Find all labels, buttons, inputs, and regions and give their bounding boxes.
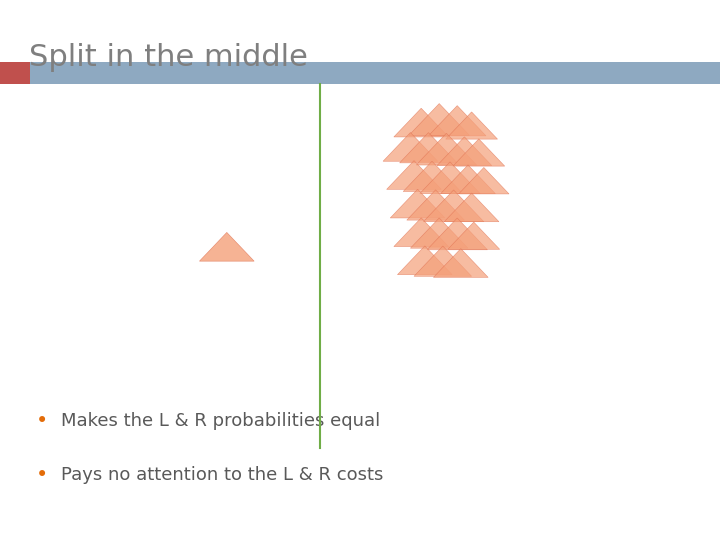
Polygon shape <box>446 112 498 139</box>
Polygon shape <box>453 139 505 166</box>
Text: •: • <box>36 465 48 485</box>
Polygon shape <box>387 160 441 190</box>
Polygon shape <box>383 132 438 161</box>
Polygon shape <box>397 246 452 275</box>
Text: Pays no attention to the L & R costs: Pays no attention to the L & R costs <box>61 466 384 484</box>
Polygon shape <box>459 167 509 194</box>
Polygon shape <box>400 133 457 163</box>
Polygon shape <box>410 218 468 248</box>
Text: Makes the L & R probabilities equal: Makes the L & R probabilities equal <box>61 412 380 430</box>
Polygon shape <box>441 165 495 194</box>
Polygon shape <box>394 218 449 247</box>
Bar <box>0 62 30 84</box>
Polygon shape <box>416 133 477 165</box>
Polygon shape <box>427 218 487 250</box>
Polygon shape <box>199 232 254 261</box>
Bar <box>0 62 720 84</box>
Text: •: • <box>36 411 48 431</box>
Polygon shape <box>407 190 464 220</box>
Polygon shape <box>448 222 500 249</box>
Polygon shape <box>433 248 488 278</box>
Polygon shape <box>420 162 480 194</box>
Polygon shape <box>414 246 472 276</box>
Polygon shape <box>403 161 461 192</box>
Polygon shape <box>423 190 484 222</box>
Polygon shape <box>428 106 486 136</box>
Polygon shape <box>444 193 499 222</box>
Polygon shape <box>437 137 492 166</box>
Polygon shape <box>394 108 449 137</box>
Text: Split in the middle: Split in the middle <box>29 43 307 72</box>
Polygon shape <box>409 104 469 136</box>
Polygon shape <box>390 189 445 218</box>
